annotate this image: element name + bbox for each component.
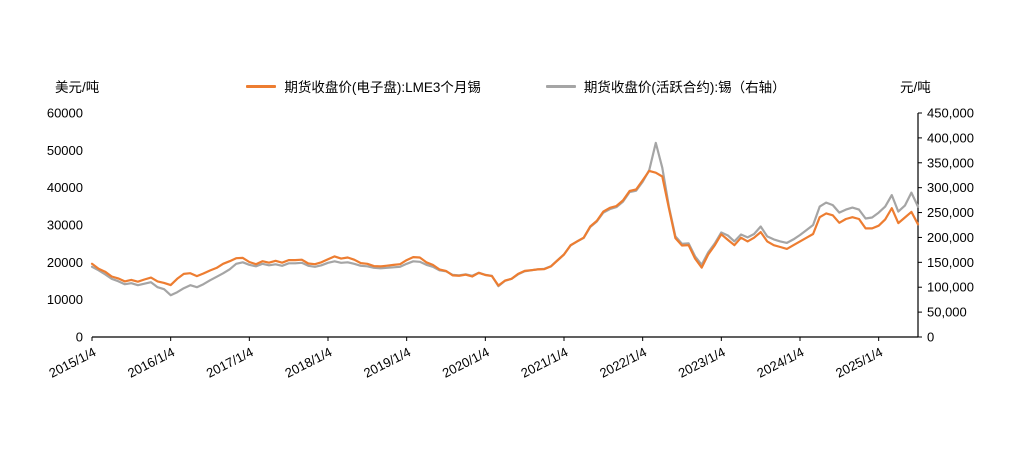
svg-text:2023/1/4: 2023/1/4	[676, 344, 728, 380]
series-line-lme	[90, 169, 920, 287]
svg-text:2017/1/4: 2017/1/4	[204, 344, 256, 380]
axes	[92, 113, 919, 338]
svg-text:2024/1/4: 2024/1/4	[754, 344, 806, 380]
svg-text:350,000: 350,000	[927, 155, 974, 170]
svg-text:50000: 50000	[47, 143, 83, 158]
svg-text:0: 0	[927, 330, 934, 345]
legend-item-shfe: 期货收盘价(活跃合约):锡（右轴）	[545, 76, 786, 96]
x-axis-labels: 2015/1/4 2016/1/4 2017/1/4 2018/1/4 2019/1/4…	[46, 337, 885, 381]
svg-text:2018/1/4: 2018/1/4	[282, 344, 334, 380]
svg-text:50,000: 50,000	[927, 305, 967, 320]
svg-text:60000: 60000	[47, 106, 83, 121]
svg-text:2019/1/4: 2019/1/4	[361, 344, 413, 380]
svg-text:10000: 10000	[47, 292, 83, 307]
svg-text:400,000: 400,000	[927, 130, 974, 145]
svg-text:250,000: 250,000	[927, 205, 974, 220]
left-axis-unit: 美元/吨	[55, 80, 100, 95]
svg-text:0: 0	[76, 330, 83, 345]
svg-text:300,000: 300,000	[927, 180, 974, 195]
svg-text:2015/1/4: 2015/1/4	[46, 344, 98, 380]
svg-text:2016/1/4: 2016/1/4	[125, 344, 177, 380]
legend: 期货收盘价(电子盘):LME3个月锡 期货收盘价(活跃合约):锡（右轴）	[0, 76, 1032, 96]
svg-text:100,000: 100,000	[927, 280, 974, 295]
svg-text:2021/1/4: 2021/1/4	[518, 344, 570, 380]
svg-text:20000: 20000	[47, 255, 83, 270]
right-axis-labels: 0 50,000 100,000 150,000 200,000 250,000 300,0…	[918, 106, 974, 345]
series-lines	[90, 141, 920, 297]
legend-swatch-gray	[545, 84, 576, 88]
svg-text:150,000: 150,000	[927, 255, 974, 270]
series-line-shfe	[90, 141, 920, 297]
svg-text:450,000: 450,000	[927, 106, 974, 121]
svg-text:2020/1/4: 2020/1/4	[440, 344, 492, 380]
svg-text:2022/1/4: 2022/1/4	[597, 344, 649, 380]
svg-text:2025/1/4: 2025/1/4	[833, 344, 885, 380]
left-axis-labels: 0 10000 20000 30000 40000 50000 60000	[47, 106, 83, 345]
svg-text:200,000: 200,000	[927, 230, 974, 245]
legend-swatch-orange	[246, 84, 277, 88]
legend-label-shfe: 期货收盘价(活跃合约):锡（右轴）	[583, 80, 786, 95]
right-axis-unit: 元/吨	[900, 80, 931, 95]
svg-text:40000: 40000	[47, 180, 83, 195]
legend-item-lme3m: 期货收盘价(电子盘):LME3个月锡	[246, 76, 481, 96]
legend-label-lme3m: 期货收盘价(电子盘):LME3个月锡	[284, 80, 481, 95]
svg-text:30000: 30000	[47, 218, 83, 233]
